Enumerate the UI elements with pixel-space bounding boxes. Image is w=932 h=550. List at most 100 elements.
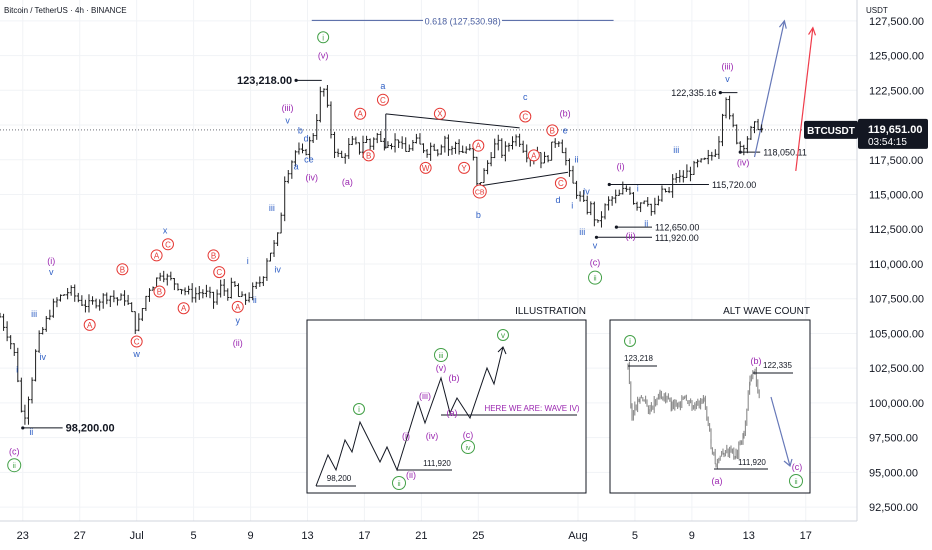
alt-arrowhead xyxy=(783,458,793,468)
wave-label-34: (v) xyxy=(318,50,329,60)
wave-label-22: i xyxy=(247,256,249,266)
wave-label-4: i xyxy=(16,364,18,374)
wave-ring-18 xyxy=(213,266,226,279)
wave-label-40: X xyxy=(437,110,443,119)
wave-label-17: B xyxy=(211,251,216,260)
wave-label-59: (c) xyxy=(590,257,601,267)
wave-label-11: w xyxy=(132,349,140,359)
time-tick-label: 21 xyxy=(415,530,427,542)
time-tick-label: 9 xyxy=(689,530,695,542)
wave-label-35: (a) xyxy=(342,177,353,187)
wave-label-51: e xyxy=(563,125,568,135)
alt-wave-label-0: i xyxy=(629,337,631,346)
level-label-4: 115,720.00 xyxy=(712,180,756,190)
price-axis[interactable]: 92,500.00 95,000.00 97,500.00 100,000.00 102… xyxy=(804,0,932,550)
wave-label-5: ii xyxy=(29,427,33,437)
projection-arrowhead-0 xyxy=(778,19,787,29)
wave-ring-48 xyxy=(472,184,487,199)
time-tick-label: 23 xyxy=(17,530,29,542)
wave-label-49: b xyxy=(476,210,481,220)
chart-annotations: 0.618 (127,530.98) 123,218.00 98,200.00 122… xyxy=(0,14,857,434)
symbol-title: Bitcoin / TetherUS · 4h · BINANCE xyxy=(4,6,127,15)
level-anchor-0 xyxy=(294,78,298,82)
wave-label-52: C xyxy=(558,179,564,188)
illus-wave-label-2: (ii) xyxy=(406,470,416,480)
alt-frame xyxy=(609,319,811,494)
wave-label-38: A xyxy=(357,110,363,119)
illus-wave-ring-11 xyxy=(461,440,475,454)
illustration-level-low-label: 98,200 xyxy=(327,474,352,483)
price-series[interactable] xyxy=(0,85,764,425)
illus-wave-label-9: (b) xyxy=(449,373,460,383)
wave-label-21: (ii) xyxy=(233,338,243,348)
time-tick-label: 25 xyxy=(472,530,484,542)
wave-label-31: ce xyxy=(304,155,314,165)
wave-label-24: iii xyxy=(269,203,275,213)
current-price-badge xyxy=(858,118,928,149)
price-tick-label: 102,500.00 xyxy=(869,363,924,375)
illustration-title: ILLUSTRATION xyxy=(515,306,586,317)
wave-ring-16 xyxy=(177,302,190,315)
wave-ring-39 xyxy=(362,149,375,162)
wave-label-55: i xyxy=(571,200,573,210)
level-label-5: 112,650.00 xyxy=(655,223,699,233)
wave-ring-7 xyxy=(7,458,22,473)
wave-label-2: iii xyxy=(31,309,37,319)
wave-label-41: W xyxy=(422,164,430,173)
alt-wave-label-3: (c) xyxy=(792,462,803,472)
wave-label-57: iii xyxy=(579,227,585,237)
wave-label-39: B xyxy=(366,151,371,160)
alt-wave-ring-0 xyxy=(624,335,636,347)
wave-ring-9 xyxy=(116,263,129,276)
current-price-value: 119,651.00 xyxy=(868,124,922,136)
axis-unit: USDT xyxy=(866,6,888,15)
illustration-level-mid-label: 111,920 xyxy=(423,459,451,468)
wave-label-18: C xyxy=(216,268,222,277)
time-tick-label: 13 xyxy=(743,530,755,542)
alt-level-low-label: 111,920 xyxy=(738,458,766,467)
wave-label-68: (iv) xyxy=(737,157,750,167)
wave-ring-60 xyxy=(588,270,603,285)
price-tick-label: 107,500.00 xyxy=(869,294,924,306)
wave-label-48: CB xyxy=(475,190,485,197)
wave-label-46: A xyxy=(531,151,537,160)
symbol-badge-text: BTCUSDT xyxy=(807,126,855,137)
wave-ring-42 xyxy=(458,161,471,174)
price-tick-label: 105,000.00 xyxy=(869,328,924,340)
level-label-0: 123,218.00 xyxy=(237,75,292,87)
price-tick-label: 115,000.00 xyxy=(869,190,923,202)
illus-wave-label-12: v xyxy=(501,331,505,340)
illus-wave-label-5: iii xyxy=(439,353,444,360)
wave-ring-14 xyxy=(161,238,174,251)
wave-ring-15 xyxy=(153,285,166,298)
wave-ring-46 xyxy=(527,149,540,162)
wave-label-50: (b) xyxy=(560,109,571,119)
price-tick-label: 110,000.00 xyxy=(869,259,923,271)
time-tick-label: 5 xyxy=(632,530,638,542)
fib-level-label: 0.618 (127,530.98) xyxy=(425,16,501,26)
alt-arrow xyxy=(770,396,791,467)
alt-wave-count-panel: ALT WAVE COUNT 123,218 122,335 111,920 i (b) (… xyxy=(609,306,811,494)
price-tick-label: 112,500.00 xyxy=(869,224,923,236)
illus-wave-label-11: iv xyxy=(465,445,471,452)
wave-label-19: A xyxy=(235,303,241,312)
wave-label-8: A xyxy=(87,321,93,330)
illus-wave-label-6: (v) xyxy=(436,363,447,373)
time-tick-label: 17 xyxy=(800,530,812,542)
alt-level-high-label: 123,218 xyxy=(624,354,653,363)
level-anchor-5 xyxy=(614,225,619,229)
illus-wave-label-10: (c) xyxy=(463,430,474,440)
wave-label-66: (iii) xyxy=(721,61,733,71)
alt-wave-label-1: (b) xyxy=(751,356,762,366)
illus-wave-ring-5 xyxy=(434,348,448,362)
time-tick-label: 13 xyxy=(301,530,313,542)
illustration-arrowhead xyxy=(497,346,507,355)
time-axis[interactable]: 23 27 Jul 5 9 13 17 21 25 Aug 5 9 13 17 xyxy=(0,520,932,550)
wave-ring-10 xyxy=(130,335,143,348)
alt-title: ALT WAVE COUNT xyxy=(723,306,810,317)
wave-label-15: B xyxy=(157,288,162,297)
price-tick-label: 92,500.00 xyxy=(869,502,918,514)
alt-wave-label-4: ii xyxy=(794,479,798,486)
time-tick-label: 9 xyxy=(247,530,253,542)
